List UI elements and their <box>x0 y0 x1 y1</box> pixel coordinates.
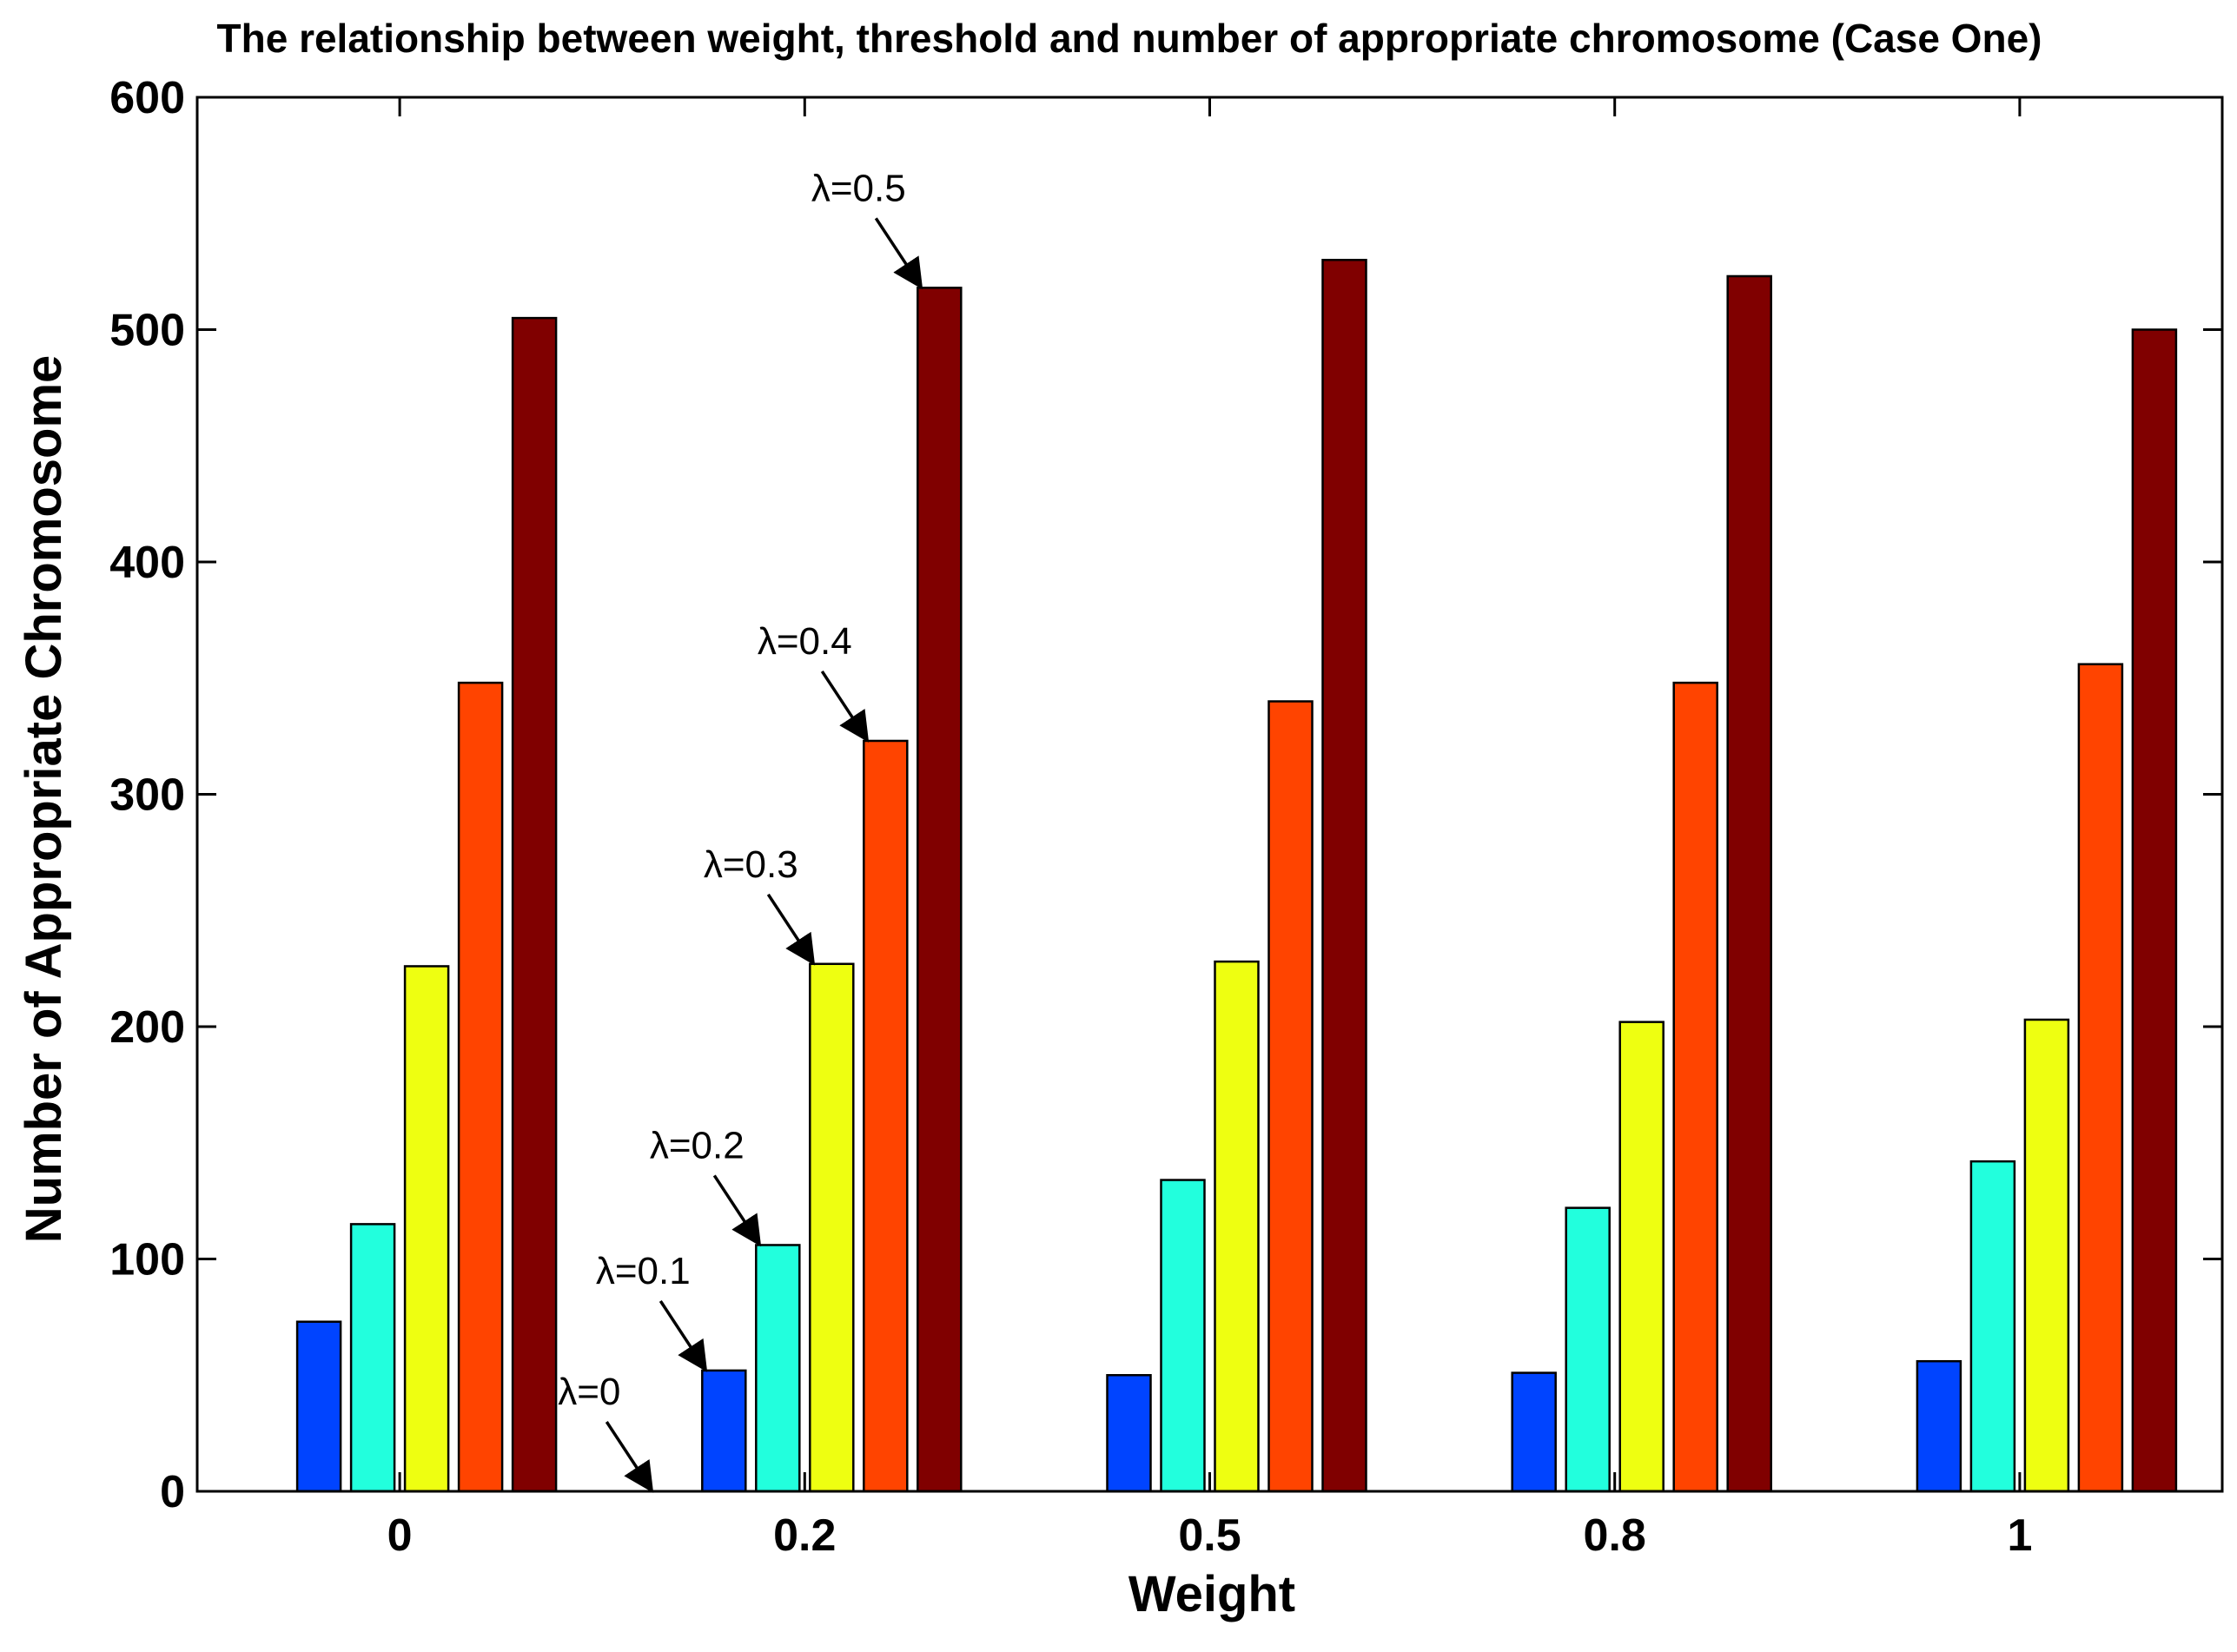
bar-0-series-2 <box>349 1223 396 1493</box>
bar-0.2-series-3 <box>809 962 855 1493</box>
bar-0.8-series-3 <box>1618 1021 1665 1493</box>
bar-1-series-1 <box>1916 1359 1962 1493</box>
annotation-label-0: λ=0 <box>558 1371 620 1413</box>
bar-0.5-series-4 <box>1267 700 1314 1493</box>
bars-layer <box>295 259 2178 1493</box>
bar-0-series-1 <box>295 1320 342 1493</box>
annotation-arrow-1 <box>659 1299 708 1372</box>
x-tick-label: 0.5 <box>1178 1510 1241 1561</box>
x-tick-label: 1 <box>2007 1510 2032 1561</box>
y-tick-label: 200 <box>109 1002 185 1053</box>
annotation-label-1: λ=0.1 <box>596 1250 691 1292</box>
annotation-arrow-3 <box>766 893 816 966</box>
bar-0.2-series-1 <box>701 1369 747 1493</box>
x-tick-label: 0.8 <box>1584 1510 1646 1561</box>
annotation-arrow-0 <box>605 1421 654 1493</box>
y-tick-label: 400 <box>109 538 185 588</box>
y-axis-label: Number of Appropriate Chromosome <box>16 355 72 1244</box>
bar-0.2-series-4 <box>863 739 909 1493</box>
bar-0.2-series-2 <box>755 1244 801 1493</box>
y-tick-label: 600 <box>109 73 185 123</box>
annotation-label-5: λ=0.5 <box>811 167 906 209</box>
annotation-label-2: λ=0.2 <box>650 1124 745 1166</box>
y-tick-label: 500 <box>109 306 185 356</box>
annotation-arrow-5 <box>874 217 923 290</box>
bar-0-series-5 <box>511 316 558 1493</box>
x-tick-label: 0.2 <box>773 1510 836 1561</box>
bar-0.8-series-2 <box>1565 1206 1611 1493</box>
bar-0.5-series-5 <box>1321 259 1367 1493</box>
y-tick-label: 100 <box>109 1235 185 1285</box>
y-tick-label: 300 <box>109 770 185 821</box>
bar-0.8-series-4 <box>1672 681 1718 1493</box>
bar-0.5-series-2 <box>1160 1179 1206 1493</box>
annotation-label-4: λ=0.4 <box>758 620 852 663</box>
annotations-layer: λ=0 λ=0.1 λ=0.2 λ=0.3 λ=0.4 λ=0.5 <box>558 167 923 1493</box>
bar-1-series-3 <box>2023 1018 2070 1493</box>
bar-0.5-series-3 <box>1214 960 1260 1493</box>
bar-0.8-series-1 <box>1511 1371 1557 1493</box>
bar-0.8-series-5 <box>1726 274 1772 1493</box>
bar-0.2-series-5 <box>917 287 963 1493</box>
bar-1-series-4 <box>2077 663 2124 1493</box>
x-axis-label: Weight <box>1128 1566 1295 1622</box>
bar-0-series-3 <box>403 965 450 1493</box>
bar-0-series-4 <box>457 681 504 1493</box>
bar-0.5-series-1 <box>1106 1374 1152 1493</box>
chart-title: The relationship between weight, thresho… <box>217 16 2042 61</box>
annotation-arrow-4 <box>820 671 870 743</box>
annotation-label-3: λ=0.3 <box>704 843 798 886</box>
bar-1-series-2 <box>1969 1160 2016 1493</box>
axes-layer: 0 100 200 300 400 500 600 0 0.2 0.5 0.8 1 <box>109 73 2224 1561</box>
y-tick-label: 0 <box>160 1467 185 1517</box>
x-tick-label: 0 <box>387 1510 413 1561</box>
bar-1-series-5 <box>2131 328 2178 1493</box>
annotation-arrow-2 <box>712 1174 762 1247</box>
